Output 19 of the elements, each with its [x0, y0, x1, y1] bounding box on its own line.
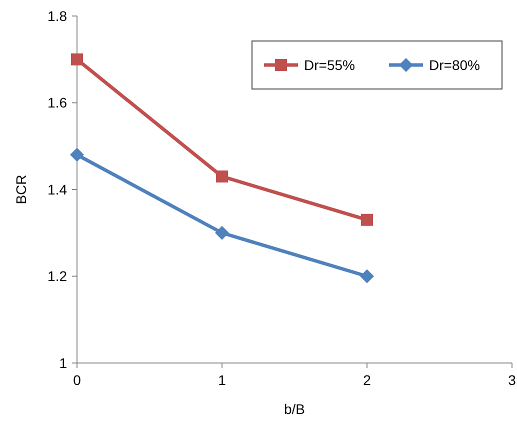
y-axis-title: BCR: [13, 174, 29, 204]
x-tick-label: 3: [508, 372, 516, 388]
y-tick-label: 1.6: [48, 94, 68, 111]
point: [71, 53, 83, 66]
y-tick-label: 1.8: [48, 8, 68, 24]
x-tick-label: 0: [73, 372, 82, 388]
point: [216, 170, 228, 182]
point: [70, 148, 84, 162]
y-tick-label: 1.4: [48, 181, 68, 198]
legend-label: Dr=55%: [304, 56, 355, 73]
point: [360, 269, 374, 284]
point: [215, 226, 229, 240]
y-tick-label: 1.2: [48, 268, 68, 284]
point: [361, 214, 373, 226]
x-tick-label: 1: [218, 372, 226, 388]
x-tick-label: 2: [363, 372, 372, 388]
y-tick-label: 1: [59, 354, 68, 371]
x-axis-title: b/B: [284, 401, 306, 417]
legend-label: Dr=80%: [429, 56, 480, 73]
